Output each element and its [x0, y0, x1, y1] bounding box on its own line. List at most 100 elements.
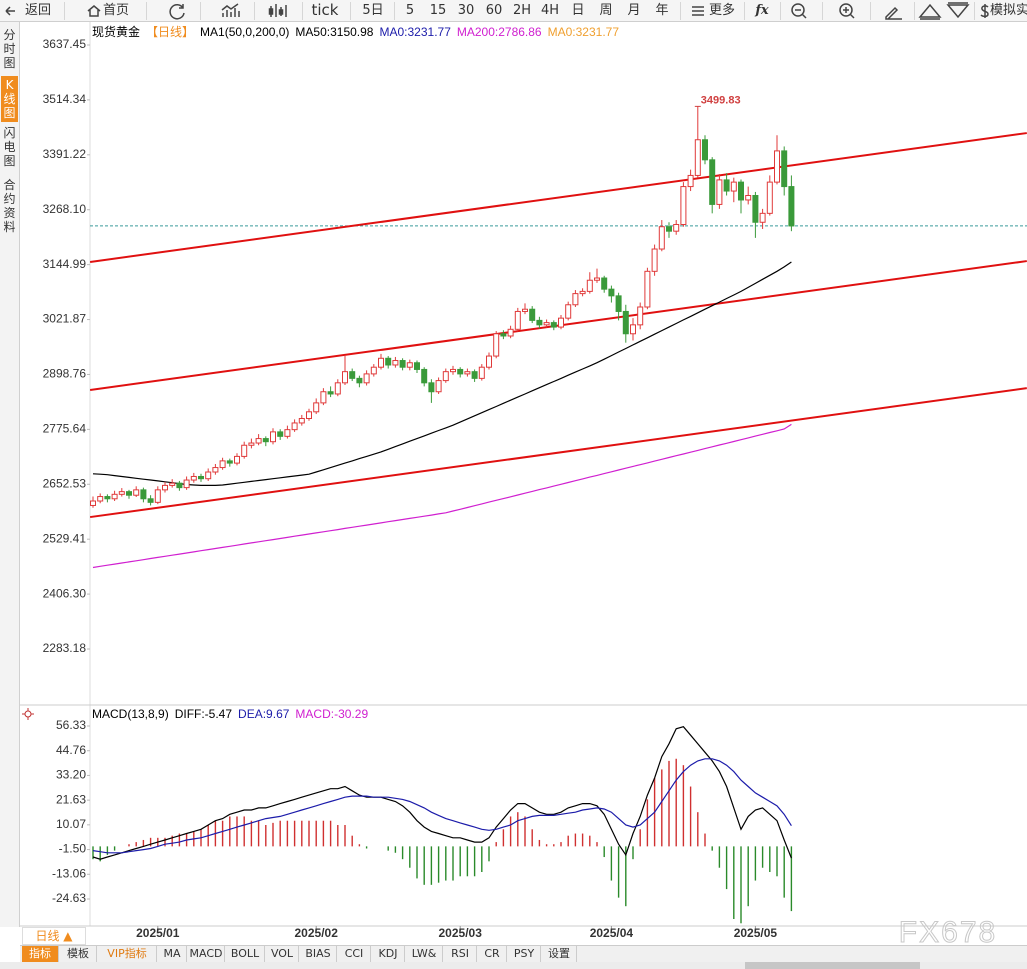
candle-body [399, 360, 406, 368]
side-tab[interactable]: 合约资料 [3, 178, 16, 234]
candle-body [270, 431, 276, 443]
more-button[interactable]: 更多 [708, 3, 735, 18]
scroll-thumb[interactable] [745, 962, 920, 969]
x-tick-label: 2025/01 [136, 926, 180, 940]
tab[interactable]: RSI [444, 946, 477, 962]
candle-body [572, 293, 579, 306]
home-button[interactable]: 首页 [102, 3, 129, 18]
candle-body [759, 212, 766, 223]
period-button[interactable]: 60 [485, 3, 503, 18]
candle-body [586, 279, 593, 292]
ma-line [92, 726, 792, 860]
tab[interactable]: 模板 [60, 946, 97, 962]
tab[interactable]: CR [478, 946, 507, 962]
candle-body [680, 186, 687, 225]
tab[interactable]: VOL [266, 946, 299, 962]
candle-body [198, 475, 204, 480]
y-tick-label: 3637.45 [43, 37, 87, 51]
tab[interactable]: PSY [508, 946, 541, 962]
period-button[interactable]: 年 [655, 3, 669, 18]
period-button[interactable]: 周 [599, 3, 613, 18]
candle-body [111, 493, 118, 500]
candle-body [190, 475, 197, 481]
candle-body [104, 496, 111, 500]
formula-button[interactable]: fx [755, 3, 769, 18]
high-label: 3499.83 [701, 94, 741, 106]
candle-body [644, 270, 651, 308]
tab[interactable]: MA [158, 946, 187, 962]
y-tick-label: 44.76 [56, 743, 86, 757]
y-tick-label: 3144.99 [43, 257, 87, 271]
candle-body [745, 195, 752, 201]
tab[interactable]: MACD [188, 946, 225, 962]
back-button[interactable]: 返回 [24, 3, 51, 18]
candle-body [90, 500, 96, 506]
candle-body [486, 355, 492, 368]
title: MACD(13,8,9) [92, 707, 169, 721]
y-tick-label: 2406.30 [43, 586, 87, 600]
scrollbar[interactable] [0, 962, 1027, 969]
candle-body [327, 391, 334, 395]
candle-body [133, 489, 140, 496]
toolbar-icons [5, 2, 989, 20]
candle-body [601, 277, 608, 290]
candle-body [291, 422, 298, 431]
period-button[interactable]: 月 [627, 3, 641, 18]
legend-entry: MA0:3231.77 [548, 25, 620, 39]
candle-body [529, 308, 536, 321]
candle-body [428, 382, 435, 393]
period-selector[interactable]: 日线 ▲ [22, 927, 86, 945]
candle-body [774, 150, 780, 183]
candle-body [370, 366, 377, 375]
candle-body [608, 288, 615, 297]
tab[interactable]: 设置 [542, 946, 577, 962]
candle-body [334, 382, 341, 395]
candle-body [421, 368, 428, 384]
tab[interactable]: CCI [338, 946, 371, 962]
period-button[interactable]: 15 [429, 3, 447, 18]
ma-line [92, 261, 792, 486]
tab[interactable]: VIP指标 [98, 946, 157, 962]
candle-body [118, 491, 125, 495]
candle-body [514, 310, 521, 330]
candle-body [406, 362, 413, 368]
candle-body [478, 366, 485, 379]
candle-body [730, 181, 737, 192]
period-button[interactable]: 5日 [362, 3, 384, 18]
legend: MACD(13,8,9) DIFF:-5.47 DEA:9.67 MACD:-30.2… [92, 707, 368, 721]
tab[interactable]: BOLL [226, 946, 265, 962]
candle-body [522, 308, 528, 312]
tick-button[interactable]: tick [311, 1, 339, 19]
legend: 现货黄金 【日线】 MA1(50,0,200,0) MA50:3150.98 MA0:3… [92, 24, 619, 39]
period-button[interactable]: 5 [405, 3, 415, 18]
side-tab[interactable]: 分时图 [3, 28, 16, 70]
x-tick-label: 2025/03 [439, 926, 483, 940]
period-button[interactable]: 2H [512, 3, 532, 18]
candle-body [414, 362, 420, 370]
candle-body [507, 328, 514, 337]
tab[interactable]: BIAS [300, 946, 337, 962]
candle-body [457, 368, 464, 375]
candle-body [313, 402, 320, 413]
tab[interactable]: 指标 [22, 946, 59, 962]
candle-body [442, 371, 449, 382]
period-button[interactable]: 30 [457, 3, 475, 18]
side-tab[interactable]: K线图 [1, 76, 18, 122]
y-tick-label: 2775.64 [43, 422, 87, 436]
tab[interactable]: KDJ [372, 946, 405, 962]
tab[interactable]: LW& [406, 946, 443, 962]
x-tick-label: 2025/02 [295, 926, 339, 940]
simulate-button[interactable]: 模拟实 [990, 3, 1027, 18]
ma-line [92, 758, 792, 854]
y-tick-label: -1.50 [59, 842, 87, 856]
candle-body [615, 295, 622, 312]
candle-body [500, 333, 507, 337]
candle-body [558, 317, 564, 328]
candle-body [183, 479, 190, 489]
y-tick-label: 2652.53 [43, 476, 87, 490]
period-button[interactable]: 4H [540, 3, 560, 18]
period-button[interactable]: 日 [571, 3, 585, 18]
side-tab[interactable]: 闪电图 [3, 126, 16, 168]
legend-entry: MA0:3231.77 [379, 25, 451, 39]
